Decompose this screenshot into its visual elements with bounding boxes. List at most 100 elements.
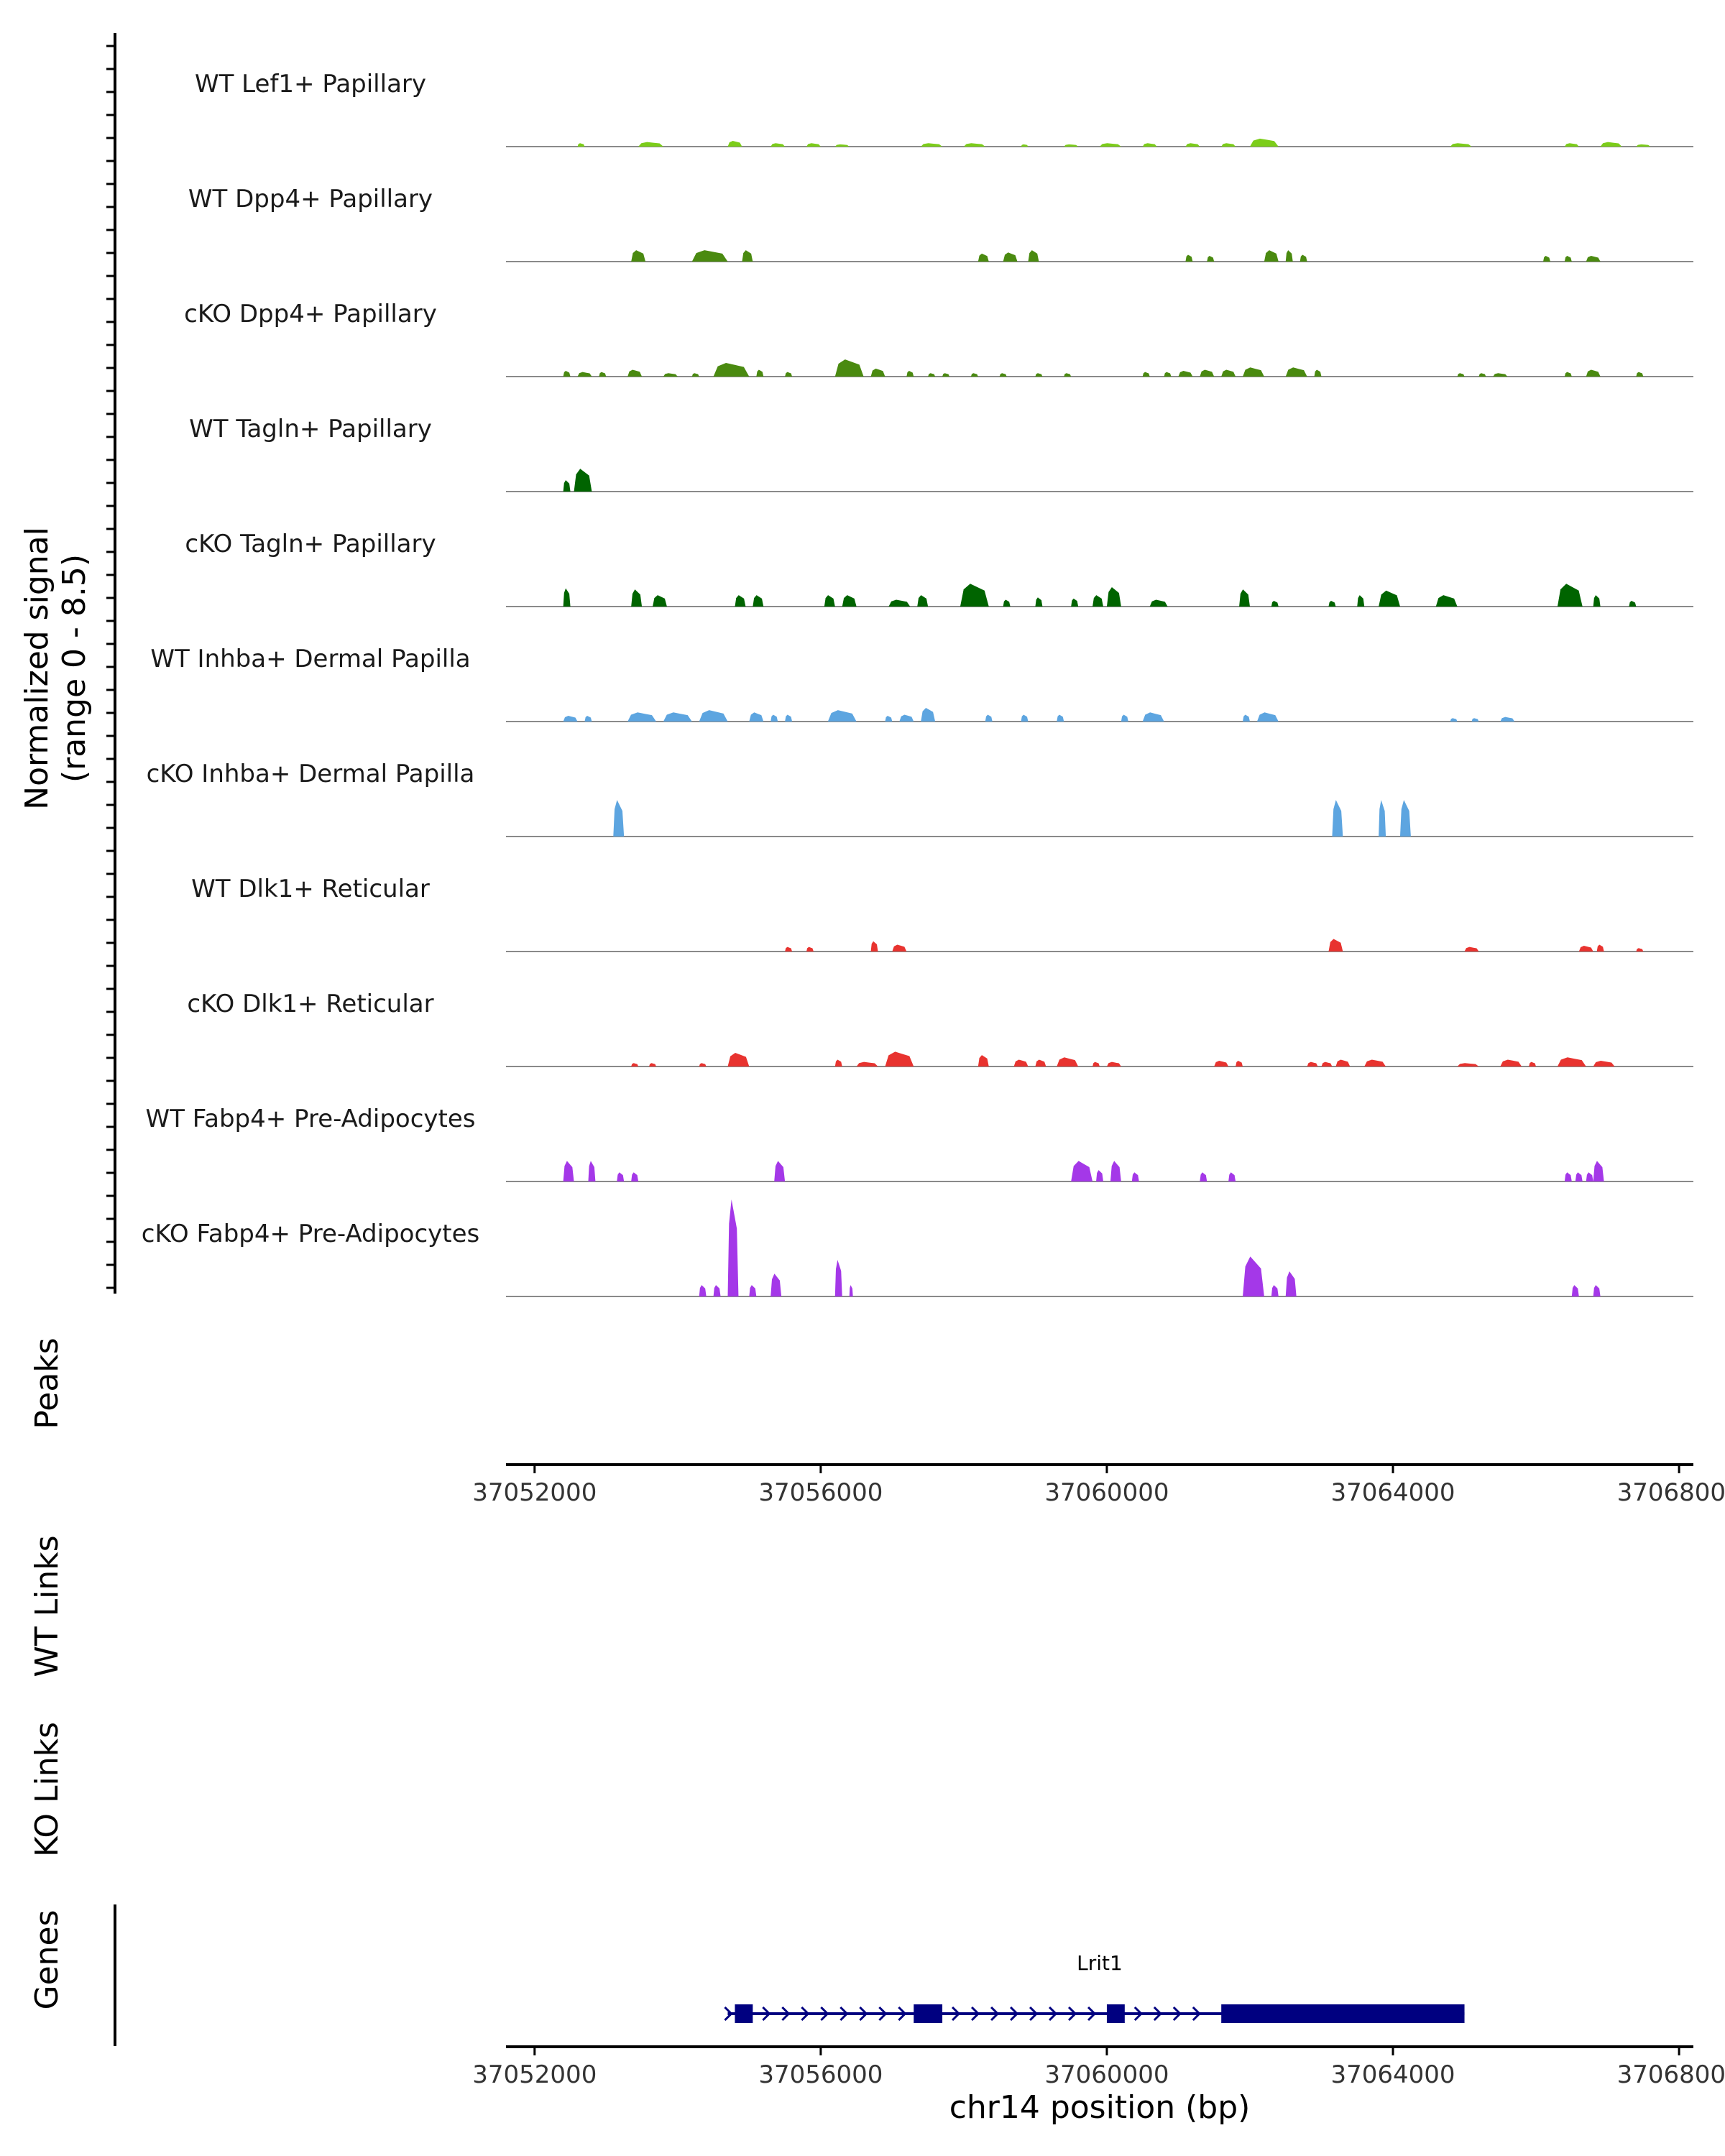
coverage-peak	[1057, 1057, 1079, 1067]
strand-chevron	[990, 2006, 1000, 2022]
coverage-peak	[699, 1285, 707, 1296]
coverage-peak	[892, 944, 907, 952]
strand-chevron	[1153, 2006, 1162, 2022]
strand-chevron	[1009, 2006, 1019, 2022]
ko-links-panel-label: KO Links	[29, 1722, 65, 1857]
wt-links-panel-label: WT Links	[29, 1535, 65, 1677]
track: WT Fabp4+ Pre-Adipocytes	[146, 1105, 1693, 1182]
coverage-peak	[1450, 143, 1472, 147]
coverage-peak	[921, 707, 936, 722]
coverage-peak	[1185, 143, 1200, 147]
strand-chevron	[840, 2006, 849, 2022]
coverage-peak	[663, 373, 678, 377]
coverage-peak	[1149, 599, 1168, 607]
coverage-peak	[1035, 373, 1043, 377]
coverage-peak	[653, 595, 667, 607]
coverage-peak	[985, 714, 993, 722]
coverage-peak	[1239, 589, 1250, 607]
coverage-peak	[770, 143, 786, 147]
coverage-peak	[713, 362, 750, 377]
coverage-peak	[1557, 1057, 1586, 1067]
coverage-peak	[1092, 595, 1103, 607]
strand-chevron	[1067, 2006, 1077, 2022]
coverage-peak	[617, 1172, 625, 1181]
coverage-peak	[1314, 369, 1322, 377]
coverage-peak	[834, 1260, 842, 1296]
coverage-peak	[1271, 1285, 1279, 1296]
strand-chevron	[951, 2006, 961, 2022]
coverage-peak	[1142, 712, 1164, 722]
coverage-peak	[735, 595, 746, 607]
coverage-peak	[928, 373, 936, 377]
x-tick-label: 37060000	[1044, 2060, 1169, 2089]
coverage-peak	[1071, 1161, 1093, 1181]
coverage-peak	[1379, 800, 1386, 837]
track: cKO Dpp4+ Papillary	[184, 300, 1693, 377]
coverage-peak	[1243, 714, 1250, 722]
gene-model: Lrit1	[724, 1951, 1465, 2023]
coverage-peak	[727, 1199, 739, 1296]
strand-chevron	[1048, 2006, 1058, 2022]
coverage-peak	[770, 714, 778, 722]
coverage-peak	[1500, 717, 1515, 722]
peaks-panel-label: Peaks	[29, 1337, 65, 1429]
coverage-peak	[727, 1052, 750, 1067]
x-tick-label: 37068000	[1617, 2060, 1725, 2089]
coverage-peak	[749, 1285, 757, 1296]
coverage-peak	[1228, 1172, 1236, 1181]
y-axis-label-line-1: Normalized signal	[19, 527, 55, 810]
coverage-peak	[1092, 1061, 1100, 1067]
coverage-peak	[1493, 373, 1508, 377]
coverage-peak	[1332, 800, 1343, 837]
track: cKO Inhba+ Dermal Papilla	[147, 760, 1693, 837]
coverage-peak	[1013, 1059, 1029, 1067]
coverage-peak	[1021, 144, 1029, 147]
track: WT Tagln+ Papillary	[189, 415, 1693, 492]
coverage-peak	[1035, 1059, 1046, 1067]
strand-chevron	[898, 2006, 907, 2022]
x-tick-label: 37056000	[758, 2060, 883, 2089]
strand-chevron	[859, 2006, 868, 2022]
coverage-peak	[785, 372, 793, 377]
coverage-peak	[1021, 714, 1029, 722]
coverage-peak	[1564, 1172, 1572, 1181]
strand-chevron	[878, 2006, 888, 2022]
coverage-peak	[1586, 256, 1601, 262]
coverage-peak	[785, 946, 793, 952]
coverage-peak	[978, 1055, 989, 1067]
track-label: WT Lef1+ Papillary	[195, 70, 426, 98]
coverage-peak	[970, 373, 978, 377]
x-axis-label: chr14 position (bp)	[949, 2089, 1251, 2126]
coverage-peak	[1178, 371, 1193, 377]
coverage-peak	[1221, 143, 1236, 147]
coverage-peak	[1110, 1161, 1121, 1181]
coverage-peak	[1593, 1161, 1604, 1181]
coverage-peak	[1593, 595, 1601, 607]
coverage-peak	[577, 143, 585, 147]
track-label: cKO Dlk1+ Reticular	[187, 990, 433, 1018]
x-tick-label: 37068000	[1617, 1478, 1725, 1507]
coverage-peak	[1435, 595, 1458, 607]
genes-panel-label: Genes	[29, 1909, 65, 2009]
coverage-peak	[827, 710, 857, 722]
coverage-peak	[588, 1161, 596, 1181]
coverage-peak	[1285, 1271, 1297, 1296]
coverage-peak	[577, 372, 592, 377]
coverage-peak	[1096, 1170, 1103, 1181]
coverage-peak	[1164, 372, 1172, 377]
coverage-peak	[1636, 144, 1651, 147]
coverage-peak	[1256, 712, 1279, 722]
y-axis-label-line-2: (range 0 - 8.5)	[56, 554, 93, 783]
track: cKO Dlk1+ Reticular	[187, 990, 1693, 1067]
coverage-peak	[1131, 1172, 1139, 1181]
coverage-peak	[1264, 250, 1279, 262]
coverage-peak	[1249, 138, 1279, 147]
coverage-peak	[1335, 1059, 1351, 1067]
coverage-peak	[1321, 1061, 1333, 1067]
coverage-peak	[1307, 1061, 1318, 1067]
coverage-peak	[1575, 1172, 1583, 1181]
coverage-peak	[785, 714, 793, 722]
coverage-peak	[978, 253, 989, 262]
coverage-peak	[1300, 254, 1307, 262]
